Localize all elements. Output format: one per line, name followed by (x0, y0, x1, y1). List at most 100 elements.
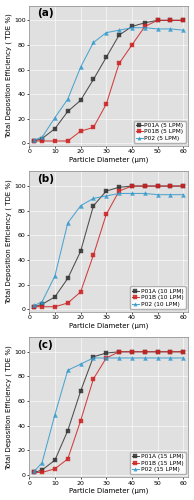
P02 (10 LPM) (33, 302, 36, 308)
P01B (5 LPM) (54, 138, 56, 144)
P01A (5 LPM) (105, 54, 107, 60)
P02 (15 LPM) (157, 355, 159, 361)
Line: P01A (15 LPM): P01A (15 LPM) (32, 350, 185, 474)
P01B (10 LPM) (67, 300, 69, 306)
P01A (10 LPM) (92, 203, 95, 209)
P01A (15 LPM) (41, 467, 43, 473)
P02 (5 LPM) (169, 26, 172, 32)
P02 (10 LPM) (79, 203, 82, 209)
P01B (10 LPM) (169, 183, 172, 189)
P01A (10 LPM) (157, 183, 159, 189)
P02 (10 LPM) (144, 190, 146, 196)
Line: P01B (15 LPM): P01B (15 LPM) (32, 350, 185, 474)
Line: P02 (5 LPM): P02 (5 LPM) (32, 26, 185, 142)
P01B (10 LPM) (33, 304, 36, 310)
P01A (15 LPM) (182, 349, 184, 355)
Y-axis label: Total Deposition Efficiency ( TDE %): Total Deposition Efficiency ( TDE %) (6, 14, 12, 138)
P02 (5 LPM) (131, 24, 133, 30)
P01B (10 LPM) (182, 183, 184, 189)
P01B (5 LPM) (92, 124, 95, 130)
P02 (15 LPM) (182, 355, 184, 361)
P02 (10 LPM) (105, 193, 107, 199)
P01A (5 LPM) (79, 98, 82, 103)
P01B (10 LPM) (157, 183, 159, 189)
P01B (5 LPM) (79, 128, 82, 134)
P01B (10 LPM) (92, 252, 95, 258)
P02 (15 LPM) (41, 460, 43, 466)
P01B (5 LPM) (118, 60, 120, 66)
Y-axis label: Total Deposition Efficiency ( TDE %): Total Deposition Efficiency ( TDE %) (6, 345, 12, 470)
Legend: P01A (15 LPM), P01B (15 LPM), P02 (15 LPM): P01A (15 LPM), P01B (15 LPM), P02 (15 LP… (130, 452, 185, 474)
P02 (5 LPM) (105, 30, 107, 36)
P02 (5 LPM) (54, 114, 56, 120)
P02 (5 LPM) (157, 26, 159, 32)
P02 (10 LPM) (157, 192, 159, 198)
P01B (10 LPM) (131, 183, 133, 189)
P01A (10 LPM) (79, 248, 82, 254)
P01B (5 LPM) (182, 18, 184, 24)
P02 (15 LPM) (79, 361, 82, 367)
P01B (15 LPM) (118, 349, 120, 355)
Line: P01A (5 LPM): P01A (5 LPM) (32, 18, 185, 143)
P02 (10 LPM) (131, 190, 133, 196)
Line: P02 (10 LPM): P02 (10 LPM) (32, 192, 185, 308)
P01A (5 LPM) (144, 20, 146, 26)
P01A (15 LPM) (79, 388, 82, 394)
P01A (15 LPM) (67, 428, 69, 434)
X-axis label: Particle Diameter (μm): Particle Diameter (μm) (69, 156, 149, 163)
P02 (15 LPM) (67, 368, 69, 374)
P01A (5 LPM) (33, 138, 36, 144)
P01B (15 LPM) (54, 466, 56, 472)
P01B (5 LPM) (169, 18, 172, 24)
P01A (15 LPM) (105, 350, 107, 356)
Y-axis label: Total Deposition Efficiency ( TDE %): Total Deposition Efficiency ( TDE %) (6, 179, 12, 304)
P02 (10 LPM) (169, 192, 172, 198)
P01A (10 LPM) (33, 304, 36, 310)
P01B (15 LPM) (131, 349, 133, 355)
P01B (15 LPM) (79, 418, 82, 424)
P02 (10 LPM) (67, 220, 69, 226)
P01A (10 LPM) (41, 302, 43, 308)
P01B (5 LPM) (67, 138, 69, 144)
P01B (15 LPM) (169, 349, 172, 355)
P01A (10 LPM) (67, 276, 69, 281)
P01A (15 LPM) (144, 349, 146, 355)
P01B (5 LPM) (33, 138, 36, 144)
P01B (10 LPM) (144, 183, 146, 189)
P01A (5 LPM) (131, 24, 133, 30)
P01A (10 LPM) (105, 188, 107, 194)
P02 (10 LPM) (92, 196, 95, 202)
P01B (10 LPM) (54, 304, 56, 310)
Line: P01A (10 LPM): P01A (10 LPM) (32, 184, 185, 308)
P01A (15 LPM) (33, 470, 36, 476)
P01A (10 LPM) (54, 294, 56, 300)
P02 (10 LPM) (182, 192, 184, 198)
X-axis label: Particle Diameter (μm): Particle Diameter (μm) (69, 488, 149, 494)
P02 (15 LPM) (169, 355, 172, 361)
P01B (15 LPM) (41, 470, 43, 476)
P02 (5 LPM) (118, 27, 120, 33)
P02 (15 LPM) (105, 355, 107, 361)
Legend: P01A (10 LPM), P01B (10 LPM), P02 (10 LPM): P01A (10 LPM), P01B (10 LPM), P02 (10 LP… (130, 286, 185, 308)
P01B (15 LPM) (33, 470, 36, 476)
P01B (10 LPM) (118, 188, 120, 194)
P01A (5 LPM) (182, 18, 184, 24)
P01A (10 LPM) (169, 183, 172, 189)
P01B (15 LPM) (157, 349, 159, 355)
P01B (5 LPM) (144, 24, 146, 30)
P01B (10 LPM) (41, 304, 43, 310)
P01B (10 LPM) (79, 289, 82, 295)
P01B (10 LPM) (105, 212, 107, 218)
P02 (5 LPM) (41, 134, 43, 140)
P02 (5 LPM) (33, 137, 36, 143)
Text: (a): (a) (37, 8, 54, 18)
P01B (15 LPM) (67, 456, 69, 462)
P01A (15 LPM) (92, 354, 95, 360)
Text: (c): (c) (37, 340, 53, 350)
Line: P01B (10 LPM): P01B (10 LPM) (32, 184, 185, 308)
P01A (5 LPM) (92, 76, 95, 82)
P01A (5 LPM) (118, 32, 120, 38)
P01A (5 LPM) (54, 126, 56, 132)
P01A (15 LPM) (54, 457, 56, 463)
P01A (10 LPM) (131, 183, 133, 189)
